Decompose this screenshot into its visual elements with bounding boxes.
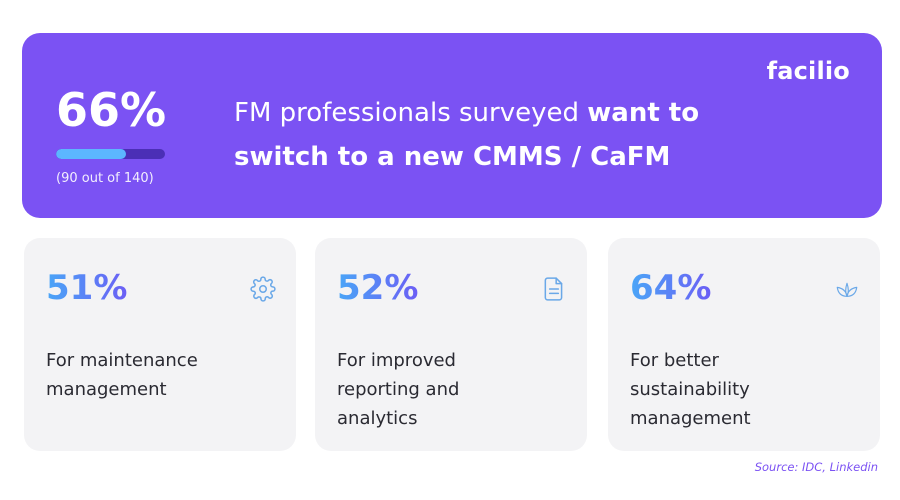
desc-line: reporting and xyxy=(337,379,460,400)
stat-percentage: 52% xyxy=(337,268,419,308)
document-icon xyxy=(544,277,563,301)
stat-percentage: 51% xyxy=(46,268,128,308)
headline-regular: FM professionals surveyed xyxy=(234,98,588,128)
stat-percentage: 64% xyxy=(630,268,712,308)
hero-progress-fill xyxy=(56,149,127,159)
hero-percentage: 66% xyxy=(56,83,167,137)
headline-bold-2: switch to a new CMMS / CaFM xyxy=(234,142,671,172)
hero-count: (90 out of 140) xyxy=(56,171,154,186)
stat-card-reporting: 52% For improved reporting and analytics xyxy=(315,238,587,451)
desc-line: analytics xyxy=(337,408,418,429)
gear-icon xyxy=(250,276,276,302)
desc-line: For better xyxy=(630,350,719,371)
desc-line: management xyxy=(46,379,167,400)
desc-line: For improved xyxy=(337,350,456,371)
desc-line: management xyxy=(630,408,751,429)
leaf-icon xyxy=(836,282,858,297)
hero-headline: FM professionals surveyed want to switch… xyxy=(234,91,794,179)
brand-logo: facilio xyxy=(766,57,850,85)
desc-line: sustainability xyxy=(630,379,750,400)
stat-description: For better sustainability management xyxy=(630,346,860,433)
stat-card-sustainability: 64% For better sustainability management xyxy=(608,238,880,451)
source-citation: Source: IDC, Linkedin xyxy=(754,460,878,474)
stat-card-maintenance: 51% For maintenance management xyxy=(24,238,296,451)
desc-line: For maintenance xyxy=(46,350,198,371)
hero-banner: facilio 66% (90 out of 140) FM professio… xyxy=(22,33,882,218)
hero-progress-bar xyxy=(56,149,165,159)
headline-bold-1: want to xyxy=(587,98,700,128)
stat-description: For improved reporting and analytics xyxy=(337,346,567,433)
stat-description: For maintenance management xyxy=(46,346,276,404)
